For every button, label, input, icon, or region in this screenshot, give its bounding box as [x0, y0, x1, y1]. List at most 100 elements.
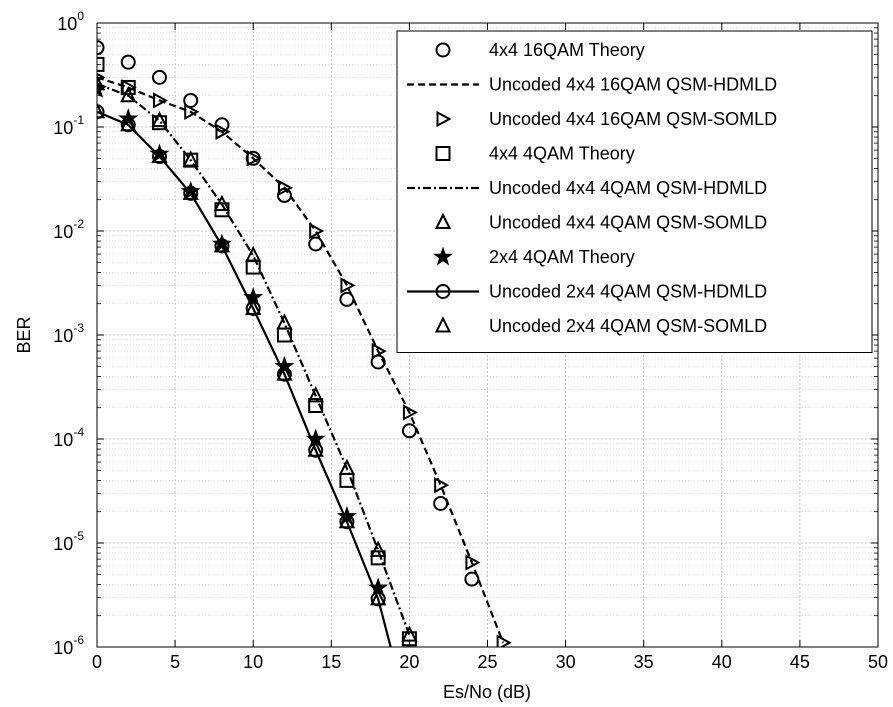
data-point [152, 92, 169, 109]
data-point [370, 550, 386, 566]
data-point [307, 440, 324, 457]
series-line [97, 76, 505, 644]
series-2 [97, 76, 505, 644]
legend: 4x4 16QAM Theory Uncoded 4x4 16QAM QSM-HD… [396, 30, 873, 353]
x-tick-label: 35 [634, 652, 654, 672]
y-tick-labels: 100 10-1 10-2 10-3 10-4 10-5 10-6 [53, 9, 84, 658]
data-point [182, 183, 199, 200]
legend-label: 4x4 4QAM Theory [489, 144, 635, 164]
series-9 [97, 102, 387, 606]
legend-marker [435, 42, 451, 58]
legend-entry: Uncoded 2x4 4QAM QSM-HDMLD [407, 282, 767, 302]
data-point [151, 69, 167, 85]
data-point [496, 634, 512, 647]
series-line [97, 110, 392, 647]
legend-label: Uncoded 2x4 4QAM QSM-HDMLD [489, 282, 767, 302]
data-point [464, 571, 480, 587]
data-point [97, 104, 105, 120]
legend-marker [432, 246, 454, 266]
data-point [245, 298, 262, 315]
x-tick-label: 20 [399, 652, 419, 672]
y-tick-label: 10-2 [53, 217, 84, 242]
data-point [434, 476, 450, 494]
data-point [246, 150, 262, 167]
series-6 [97, 74, 418, 642]
y-tick-label: 10-5 [53, 529, 84, 554]
legend-entry: Uncoded 4x4 4QAM QSM-SOMLD [434, 212, 767, 233]
x-tick-label: 5 [170, 652, 180, 672]
x-tick-label: 45 [790, 652, 810, 672]
legend-marker [435, 284, 451, 299]
data-point [338, 458, 356, 476]
y-tick-label: 10-6 [53, 633, 84, 658]
data-point [97, 102, 106, 119]
x-tick-label: 50 [868, 652, 888, 672]
data-point [183, 92, 199, 108]
data-point [213, 194, 231, 211]
data-point [215, 123, 231, 140]
x-tick-label: 15 [321, 652, 341, 672]
data-point [120, 115, 137, 132]
y-axis-title: BER [14, 316, 34, 353]
data-point [307, 386, 324, 403]
data-point [370, 589, 387, 606]
x-tick-label: 0 [92, 652, 102, 672]
legend-label: 4x4 16QAM Theory [489, 40, 645, 60]
data-point [402, 404, 418, 421]
legend-marker [435, 146, 451, 161]
data-point [370, 540, 387, 557]
legend-label: Uncoded 2x4 4QAM QSM-SOMLD [489, 316, 767, 336]
data-point [276, 313, 293, 330]
y-tick-label: 100 [57, 9, 84, 34]
x-tick-label: 10 [243, 652, 263, 672]
legend-entry: 4x4 4QAM Theory [435, 144, 635, 164]
y-tick-label: 10-4 [53, 425, 84, 450]
legend-entry: Uncoded 2x4 4QAM QSM-SOMLD [434, 316, 767, 336]
data-point [120, 79, 136, 95]
legend-entry: 4x4 16QAM Theory [435, 40, 645, 60]
data-point [97, 40, 105, 56]
x-tick-labels: 0 5 10 15 20 25 30 35 40 45 50 [92, 652, 888, 672]
data-point [213, 236, 231, 253]
data-point [151, 146, 168, 164]
legend-entry: 2x4 4QAM Theory [432, 246, 635, 267]
x-tick-label: 30 [556, 652, 576, 672]
data-point [245, 245, 262, 263]
data-point [371, 342, 387, 360]
data-point [120, 85, 137, 103]
series-5 [97, 82, 411, 636]
data-point [465, 554, 481, 571]
data-point [151, 115, 167, 131]
data-point [97, 78, 108, 98]
legend-marker [434, 212, 452, 229]
data-point [338, 512, 356, 529]
legend-marker [434, 316, 452, 333]
legend-marker [436, 110, 452, 128]
legend-label: Uncoded 4x4 16QAM QSM-HDMLD [489, 75, 777, 95]
data-point [401, 423, 417, 439]
legend-label: 2x4 4QAM Theory [489, 247, 635, 267]
legend-entry: Uncoded 4x4 4QAM QSM-HDMLD [407, 178, 767, 198]
x-tick-label: 25 [477, 652, 497, 672]
data-point [309, 222, 325, 240]
legend-label: Uncoded 4x4 16QAM QSM-SOMLD [489, 109, 777, 129]
data-point [120, 54, 136, 70]
legend-label: Uncoded 4x4 4QAM QSM-SOMLD [489, 213, 767, 233]
legend-label: Uncoded 4x4 4QAM QSM-HDMLD [489, 178, 767, 198]
x-tick-label: 40 [712, 652, 732, 672]
x-axis-title: Es/No (dB) [443, 682, 531, 702]
legend-entry: Uncoded 4x4 16QAM QSM-SOMLD [436, 109, 777, 129]
data-point [97, 56, 105, 72]
data-point [277, 179, 294, 197]
y-tick-label: 10-1 [53, 113, 84, 138]
data-point [308, 397, 324, 413]
legend-entry: Uncoded 4x4 16QAM QSM-HDMLD [407, 75, 777, 95]
y-tick-label: 10-3 [53, 321, 84, 346]
data-point [97, 74, 106, 91]
data-point [184, 103, 200, 120]
data-point [182, 150, 199, 167]
data-point [340, 277, 356, 294]
data-point [276, 364, 293, 381]
data-point [151, 110, 168, 128]
